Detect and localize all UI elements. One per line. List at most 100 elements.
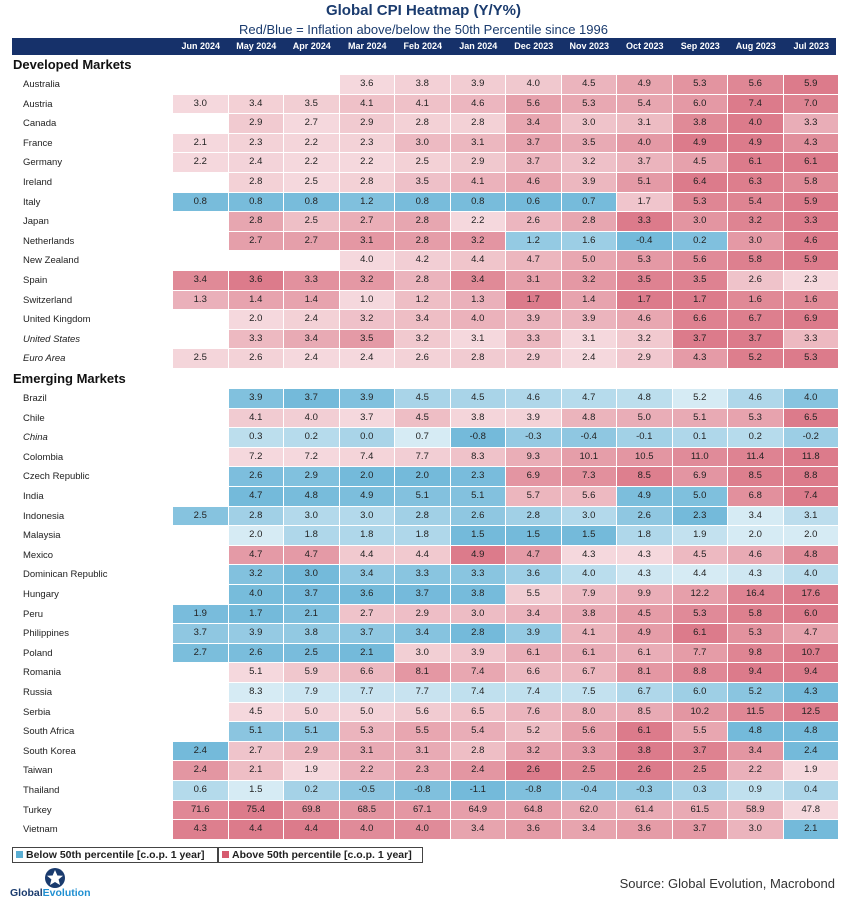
heatmap-cell: 5.4 bbox=[450, 722, 506, 742]
heatmap-cell: 2.8 bbox=[395, 114, 451, 134]
row-label: Indonesia bbox=[23, 510, 65, 522]
column-header-10: Aug 2023 bbox=[735, 41, 776, 51]
heatmap-cell: 5.0 bbox=[617, 408, 673, 429]
heatmap-cell: 2.8 bbox=[395, 212, 451, 232]
row-label: Serbia bbox=[23, 706, 51, 718]
heatmap-cell: 4.0 bbox=[450, 310, 506, 330]
legend-below-label: Below 50th percentile [c.o.p. 1 year] bbox=[26, 849, 205, 861]
heatmap-cell: 58.9 bbox=[728, 800, 784, 821]
heatmap-cell: 8.5 bbox=[617, 702, 673, 723]
heatmap-cell: 4.6 bbox=[728, 389, 784, 409]
heatmap-cell: 5.3 bbox=[339, 722, 395, 742]
heatmap-cell: 3.3 bbox=[783, 114, 839, 134]
heatmap-cell: 4.0 bbox=[395, 820, 451, 840]
heatmap-cell: 7.4 bbox=[450, 683, 506, 703]
heatmap-cell: 7.2 bbox=[228, 447, 284, 468]
heatmap-cell: 8.8 bbox=[672, 663, 728, 683]
heatmap-cell: 4.0 bbox=[617, 133, 673, 154]
heatmap-cell: 12.2 bbox=[672, 585, 728, 605]
heatmap-cell: 1.9 bbox=[783, 761, 839, 781]
heatmap-cell: 2.6 bbox=[617, 506, 673, 527]
heatmap-cell: 4.7 bbox=[228, 545, 284, 566]
heatmap-cell: 6.5 bbox=[783, 408, 839, 429]
heatmap-cell: 4.4 bbox=[672, 565, 728, 585]
heatmap-cell: 61.5 bbox=[672, 800, 728, 821]
column-header-7: Nov 2023 bbox=[569, 41, 610, 51]
heatmap-cell: 3.7 bbox=[506, 133, 562, 154]
row-label: Romania bbox=[23, 667, 62, 679]
heatmap-cell: 3.4 bbox=[506, 604, 562, 625]
heatmap-cell: 1.9 bbox=[173, 604, 229, 625]
heatmap-cell: 3.8 bbox=[395, 75, 451, 95]
row-label: Poland bbox=[23, 647, 53, 659]
heatmap-cell: 4.7 bbox=[228, 487, 284, 507]
heatmap-cell: 3.0 bbox=[450, 604, 506, 625]
heatmap-cell: 3.6 bbox=[339, 75, 395, 95]
row-label: Malaysia bbox=[23, 530, 61, 542]
heatmap-cell: 4.6 bbox=[506, 173, 562, 193]
heatmap-cell: 1.8 bbox=[284, 526, 340, 546]
heatmap-cell: 6.1 bbox=[561, 643, 617, 664]
heatmap-cell: 5.2 bbox=[506, 722, 562, 742]
heatmap-cell: 2.8 bbox=[395, 506, 451, 527]
heatmap-cell: 2.7 bbox=[228, 231, 284, 252]
heatmap-cell: 2.8 bbox=[450, 741, 506, 762]
heatmap-cell: 3.9 bbox=[506, 408, 562, 429]
heatmap-cell: 3.7 bbox=[339, 408, 395, 429]
heatmap-cell: 4.9 bbox=[617, 75, 673, 95]
legend-above: Above 50th percentile [c.o.p. 1 year] bbox=[218, 847, 423, 863]
heatmap-cell: 5.1 bbox=[284, 722, 340, 742]
heatmap-cell: 3.2 bbox=[617, 329, 673, 350]
heatmap-cell: 3.0 bbox=[672, 212, 728, 232]
legend-above-label: Above 50th percentile [c.o.p. 1 year] bbox=[232, 849, 412, 861]
heatmap-cell: 2.7 bbox=[173, 643, 229, 664]
heatmap-cell: 4.0 bbox=[783, 389, 839, 409]
heatmap-cell: 3.5 bbox=[339, 329, 395, 350]
heatmap-cell: 9.4 bbox=[783, 663, 839, 683]
heatmap-cell: 7.9 bbox=[284, 683, 340, 703]
row-label: United Kingdom bbox=[23, 314, 91, 326]
heatmap-cell: 1.5 bbox=[228, 781, 284, 801]
heatmap-cell: 5.3 bbox=[728, 408, 784, 429]
heatmap-cell: 4.5 bbox=[228, 702, 284, 723]
heatmap-cell: 3.1 bbox=[561, 329, 617, 350]
heatmap-cell: 1.5 bbox=[450, 526, 506, 546]
heatmap-cell: 12.5 bbox=[783, 702, 839, 723]
row-label: France bbox=[23, 137, 53, 149]
heatmap-cell: -0.8 bbox=[450, 428, 506, 448]
heatmap-cell: 6.7 bbox=[728, 310, 784, 330]
heatmap-cell: 8.3 bbox=[228, 683, 284, 703]
row-label: Vietnam bbox=[23, 824, 58, 836]
heatmap-cell: 6.0 bbox=[672, 683, 728, 703]
heatmap-cell: 2.3 bbox=[450, 467, 506, 487]
heatmap-cell: 3.8 bbox=[672, 114, 728, 134]
heatmap-cell: 1.3 bbox=[173, 290, 229, 311]
heatmap-cell: 6.7 bbox=[561, 663, 617, 683]
heatmap-cell: 3.0 bbox=[339, 506, 395, 527]
heatmap-cell: 3.8 bbox=[284, 624, 340, 644]
heatmap-cell: -0.8 bbox=[506, 781, 562, 801]
heatmap-cell: 4.4 bbox=[395, 545, 451, 566]
heatmap-cell: 62.0 bbox=[561, 800, 617, 821]
heatmap-cell: 2.8 bbox=[450, 349, 506, 369]
heatmap-cell: 3.4 bbox=[506, 114, 562, 134]
heatmap-cell: 11.5 bbox=[728, 702, 784, 723]
heatmap-cell: 2.3 bbox=[783, 271, 839, 291]
heatmap-cell: 2.2 bbox=[339, 761, 395, 781]
heatmap-cell: 5.8 bbox=[728, 604, 784, 625]
heatmap-cell: 5.1 bbox=[228, 663, 284, 683]
heatmap-cell: 3.3 bbox=[284, 271, 340, 291]
heatmap-cell: 2.7 bbox=[339, 212, 395, 232]
heatmap-cell: 10.5 bbox=[617, 447, 673, 468]
heatmap-cell: 11.0 bbox=[672, 447, 728, 468]
logo-text-global: Global bbox=[10, 887, 43, 899]
column-header-bar: Jun 2024 May 2024 Apr 2024 Mar 2024 Feb 2024… bbox=[12, 38, 836, 55]
heatmap-cell: 2.0 bbox=[228, 310, 284, 330]
heatmap-cell: 3.1 bbox=[339, 231, 395, 252]
heatmap-cell: 4.5 bbox=[561, 75, 617, 95]
heatmap-cell: 3.4 bbox=[395, 624, 451, 644]
heatmap-cell: 3.7 bbox=[672, 820, 728, 840]
heatmap-cell: 1.7 bbox=[617, 290, 673, 311]
heatmap-cell: -0.4 bbox=[561, 428, 617, 448]
heatmap-cell: 4.9 bbox=[450, 545, 506, 566]
